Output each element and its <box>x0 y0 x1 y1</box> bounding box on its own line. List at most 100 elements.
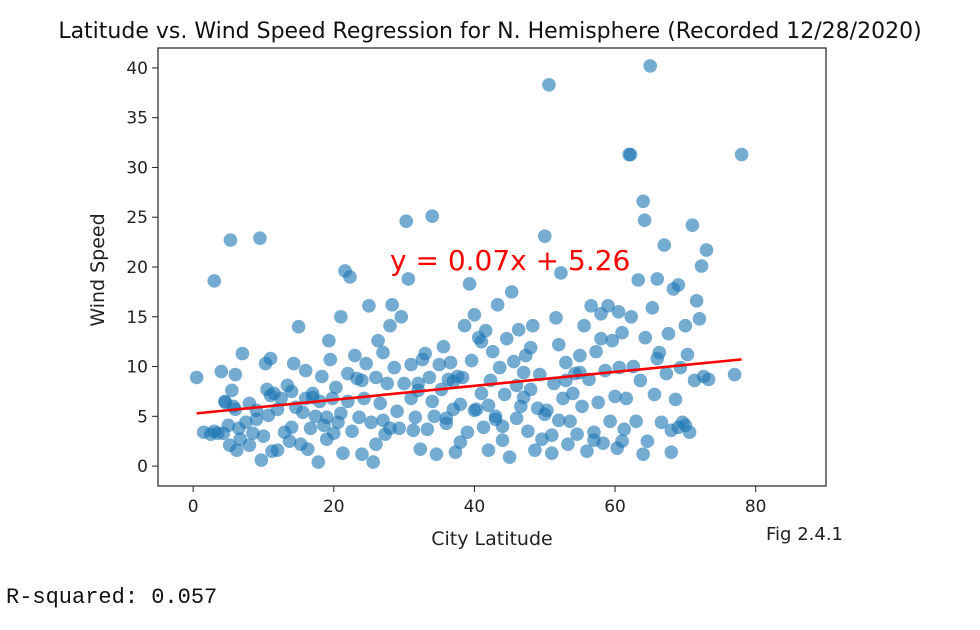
data-point <box>253 231 267 245</box>
data-point <box>485 344 500 359</box>
data-point <box>544 446 559 460</box>
data-point <box>401 272 416 286</box>
data-point <box>608 389 622 404</box>
data-point <box>671 278 686 292</box>
data-point <box>357 391 371 406</box>
data-point <box>497 387 512 402</box>
data-point <box>657 238 672 252</box>
data-point <box>348 348 362 363</box>
data-point <box>680 347 695 362</box>
data-point <box>341 366 355 381</box>
data-point <box>207 424 222 439</box>
data-point <box>420 422 435 437</box>
data-point <box>408 410 423 425</box>
data-point <box>734 147 749 162</box>
regression-equation: y = 0.07x + 5.26 <box>390 244 630 277</box>
y-tick-label: 20 <box>126 258 148 278</box>
data-point <box>406 423 421 438</box>
data-point <box>322 333 336 348</box>
data-point <box>413 442 428 456</box>
data-point <box>654 415 669 430</box>
data-point <box>319 410 334 425</box>
data-point <box>325 391 340 406</box>
data-point <box>727 367 742 382</box>
regression-line <box>196 358 742 415</box>
data-point <box>559 355 573 370</box>
data-point <box>664 445 679 459</box>
data-point <box>474 386 489 401</box>
data-point <box>647 387 662 402</box>
data-point <box>650 272 665 286</box>
data-point <box>537 407 552 422</box>
data-point <box>399 214 414 229</box>
data-point <box>689 294 704 308</box>
data-point <box>345 424 359 439</box>
data-point <box>418 346 433 361</box>
data-point <box>218 394 232 409</box>
data-point <box>537 229 552 243</box>
data-point <box>383 318 397 333</box>
data-point <box>303 421 318 436</box>
y-tick-label: 15 <box>126 308 148 328</box>
data-point <box>624 309 639 324</box>
data-point <box>615 434 629 449</box>
x-tick-label: 40 <box>464 497 486 517</box>
data-point <box>376 345 390 360</box>
data-point <box>432 357 447 372</box>
data-point <box>373 396 387 411</box>
data-point <box>699 243 714 257</box>
data-point <box>427 409 442 424</box>
data-point <box>678 318 693 333</box>
data-point <box>462 277 477 291</box>
data-point <box>584 299 598 313</box>
data-point <box>270 443 285 457</box>
y-tick-label: 5 <box>137 407 148 427</box>
data-point <box>343 270 357 284</box>
data-point <box>492 360 507 375</box>
data-point <box>490 298 505 312</box>
data-point <box>701 372 716 387</box>
data-point <box>554 266 568 280</box>
data-point <box>638 330 653 345</box>
figure-note: Fig 2.4.1 <box>766 524 843 545</box>
data-point <box>629 414 643 429</box>
data-point <box>235 346 250 361</box>
data-point <box>577 318 591 333</box>
data-point <box>284 420 299 435</box>
data-point <box>254 453 269 467</box>
data-point <box>443 355 458 370</box>
data-point <box>291 319 306 334</box>
data-point <box>229 443 244 457</box>
data-point <box>685 218 700 232</box>
data-point <box>334 309 348 324</box>
data-point <box>643 59 658 73</box>
data-point <box>334 406 348 421</box>
data-point <box>263 388 278 403</box>
data-point <box>570 427 584 442</box>
data-point <box>207 274 222 288</box>
data-point <box>394 309 409 324</box>
data-point <box>249 412 264 427</box>
data-point <box>561 437 575 451</box>
data-point <box>397 376 411 391</box>
data-point <box>225 383 239 398</box>
data-point <box>453 397 468 412</box>
data-point <box>594 331 608 346</box>
r-squared-output: R-squared: 0.057 <box>6 585 218 610</box>
data-point <box>189 370 204 385</box>
data-point <box>352 410 366 425</box>
data-point <box>631 273 646 287</box>
data-point <box>425 209 440 224</box>
data-point <box>645 301 660 315</box>
data-point <box>636 447 650 461</box>
data-point <box>668 392 683 407</box>
data-point <box>446 374 461 389</box>
data-point <box>359 356 373 371</box>
data-point <box>366 455 380 469</box>
data-point <box>495 419 510 434</box>
data-point <box>371 333 385 348</box>
data-point <box>404 357 418 372</box>
data-point <box>286 356 301 371</box>
data-point <box>692 311 707 326</box>
data-point <box>355 373 369 388</box>
